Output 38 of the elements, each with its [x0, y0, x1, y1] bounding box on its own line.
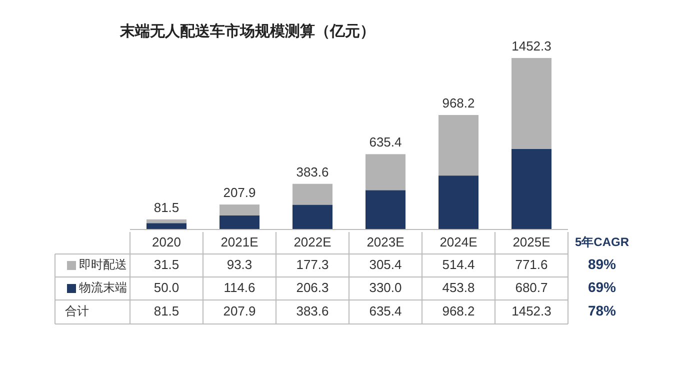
- total-label: 383.6: [296, 164, 329, 180]
- legend-label: 物流末端: [79, 280, 127, 295]
- legend-label: 即时配送: [79, 258, 127, 272]
- text: 968.2: [442, 303, 475, 318]
- data-label: 680.7: [515, 280, 548, 295]
- total-label: 1452.3: [512, 38, 552, 54]
- data-label: 114.6: [224, 280, 256, 295]
- total-label: 81.5: [154, 200, 180, 215]
- data-label: 330.0: [369, 280, 402, 295]
- x-tick-label: 2022E: [294, 234, 332, 250]
- chart-title: 末端无人配送车市场规模测算（亿元）: [119, 22, 375, 40]
- data-label: 771.6: [515, 256, 548, 272]
- text: 1452.3: [512, 303, 552, 318]
- text: 89%: [588, 256, 617, 272]
- text: 81.5: [154, 303, 180, 318]
- total-label: 207.9: [223, 184, 256, 200]
- data-label: 514.4: [442, 256, 475, 272]
- text: 383.6: [296, 303, 329, 318]
- text: 78%: [588, 302, 617, 319]
- x-tick-label: 2024E: [440, 234, 478, 250]
- data-label: 93.3: [226, 256, 252, 272]
- text: 207.9: [223, 303, 256, 318]
- data-label: 50.0: [154, 280, 180, 295]
- text: 合计: [65, 304, 89, 318]
- data-label: 177.3: [296, 256, 329, 272]
- data-label: 453.8: [442, 280, 475, 295]
- text: 5年CAGR: [574, 235, 630, 250]
- x-tick-label: 2023E: [366, 234, 405, 250]
- data-label: 206.3: [296, 280, 329, 295]
- text: 69%: [588, 279, 617, 296]
- data-label: 305.4: [369, 256, 402, 272]
- x-tick-label: 2021E: [220, 234, 259, 250]
- x-tick-label: 2025E: [512, 234, 551, 250]
- x-tick-label: 2020: [152, 234, 181, 250]
- data-label: 31.5: [154, 256, 180, 272]
- total-label: 635.4: [369, 134, 402, 150]
- text: 635.4: [369, 303, 402, 318]
- total-label: 968.2: [442, 95, 475, 110]
